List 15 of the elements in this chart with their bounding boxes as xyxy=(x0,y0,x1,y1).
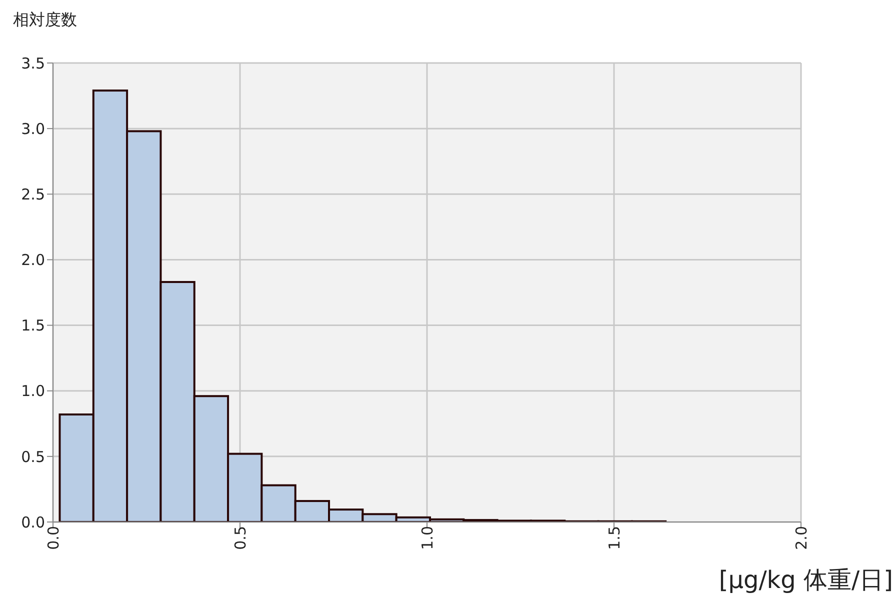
y-tick-label: 1.5 xyxy=(21,316,45,335)
x-tick-label: 2.0 xyxy=(792,526,811,550)
y-tick-label: 2.0 xyxy=(21,251,45,270)
x-tick-label: 1.0 xyxy=(418,526,437,550)
y-tick-label: 3.0 xyxy=(21,120,45,138)
x-tick-label: 0.0 xyxy=(44,526,63,550)
y-tick-label: 0.0 xyxy=(21,513,45,532)
y-tick-label: 3.5 xyxy=(21,54,45,72)
y-tick-label: 2.5 xyxy=(21,185,45,204)
x-tick-label: 0.5 xyxy=(232,526,250,550)
y-axis-title: 相対度数 xyxy=(13,10,77,31)
x-axis-title: [μg/kg 体重/日] xyxy=(718,565,893,596)
y-tick-label: 0.5 xyxy=(21,448,45,466)
x-tick-label: 1.5 xyxy=(606,526,624,550)
y-tick-label: 1.0 xyxy=(21,382,45,400)
